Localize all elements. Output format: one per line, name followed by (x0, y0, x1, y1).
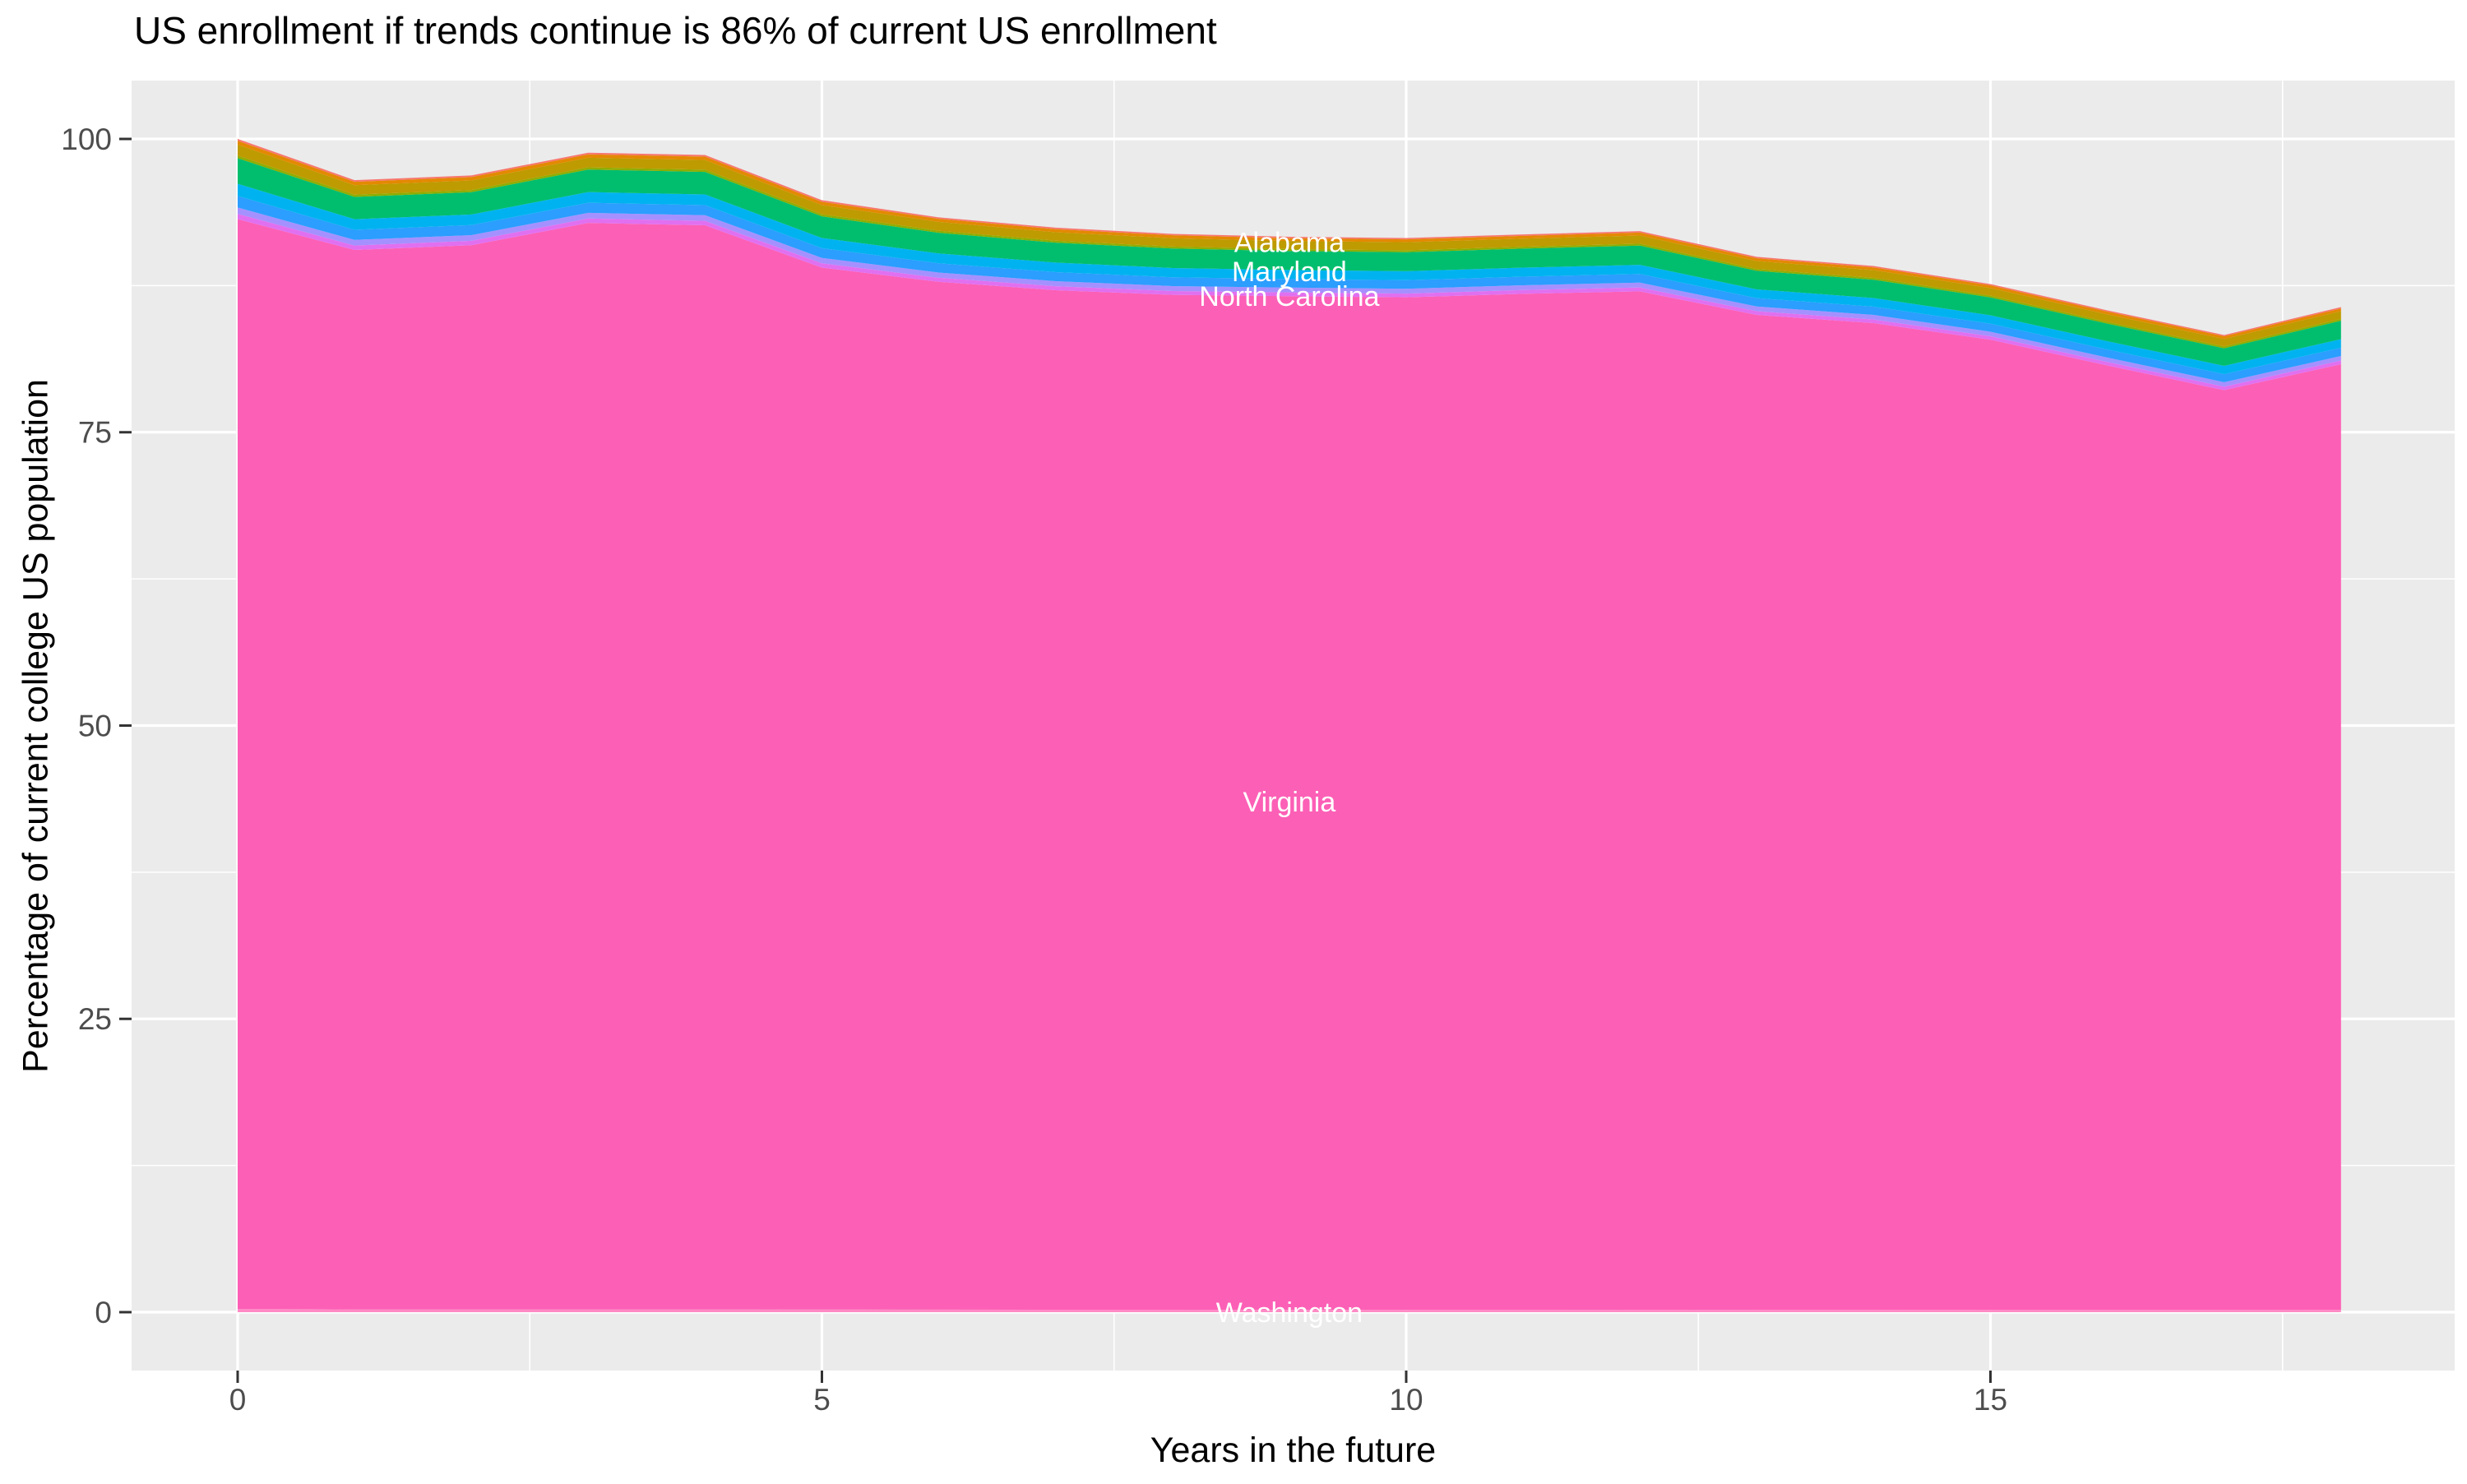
plot-title: US enrollment if trends continue is 86% … (134, 9, 1217, 52)
series-label-alabama: Alabama (1234, 227, 1345, 258)
series-label-north-carolina: North Carolina (1199, 281, 1379, 312)
area-virginia (238, 219, 2341, 1311)
y-axis-title: Percentage of current college US populat… (16, 379, 56, 1073)
area-washington (238, 1309, 2341, 1312)
x-tick-label: 15 (1974, 1383, 2007, 1417)
stacked-areas (238, 139, 2341, 1312)
y-tick-label: 50 (78, 709, 112, 742)
x-tick-label: 0 (229, 1383, 247, 1417)
series-label-virginia: Virginia (1243, 787, 1336, 818)
series-label-washington: Washington (1216, 1297, 1363, 1329)
y-tick-label: 75 (78, 416, 112, 450)
x-tick-label: 10 (1389, 1383, 1423, 1417)
area-unlabeled-band-cyan (238, 183, 2341, 375)
area-maryland (238, 158, 2341, 366)
x-axis-title: Years in the future (1150, 1431, 1437, 1470)
area-unlabeled-band-olive (238, 144, 2341, 347)
area-unlabeled-band-orange (238, 141, 2341, 340)
y-tick-label: 25 (78, 1002, 112, 1036)
series-label-maryland: Maryland (1232, 257, 1347, 288)
y-tick-label: 100 (61, 123, 112, 156)
x-tick-label: 5 (813, 1383, 831, 1417)
area-alabama (238, 139, 2341, 337)
y-tick-label: 0 (95, 1296, 112, 1329)
